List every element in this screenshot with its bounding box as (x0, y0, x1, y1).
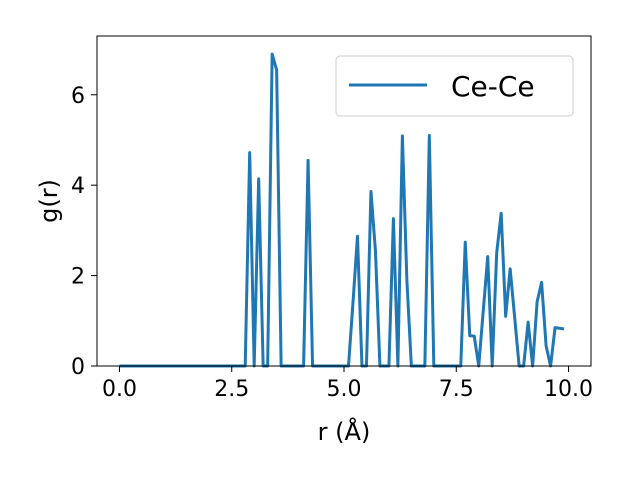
y-tick-label: 4 (71, 174, 85, 199)
x-tick-label: 0.0 (102, 377, 137, 402)
y-axis-ticks: 0 2 4 6 (71, 84, 97, 380)
x-axis-ticks: 0.0 2.5 5.0 7.5 10.0 (102, 366, 593, 402)
legend-box (335, 55, 574, 117)
y-tick-label: 2 (71, 265, 85, 290)
y-axis-label: g(r) (35, 179, 63, 223)
x-tick-label: 7.5 (439, 377, 474, 402)
legend: Ce-Ce (335, 55, 574, 117)
y-tick-label: 6 (71, 84, 85, 109)
x-axis-label: r (Å) (318, 417, 371, 446)
x-tick-label: 10.0 (544, 377, 593, 402)
x-tick-label: 2.5 (214, 377, 249, 402)
legend-label: Ce-Ce (451, 70, 535, 103)
y-tick-label: 0 (71, 355, 85, 380)
x-tick-label: 5.0 (327, 377, 362, 402)
